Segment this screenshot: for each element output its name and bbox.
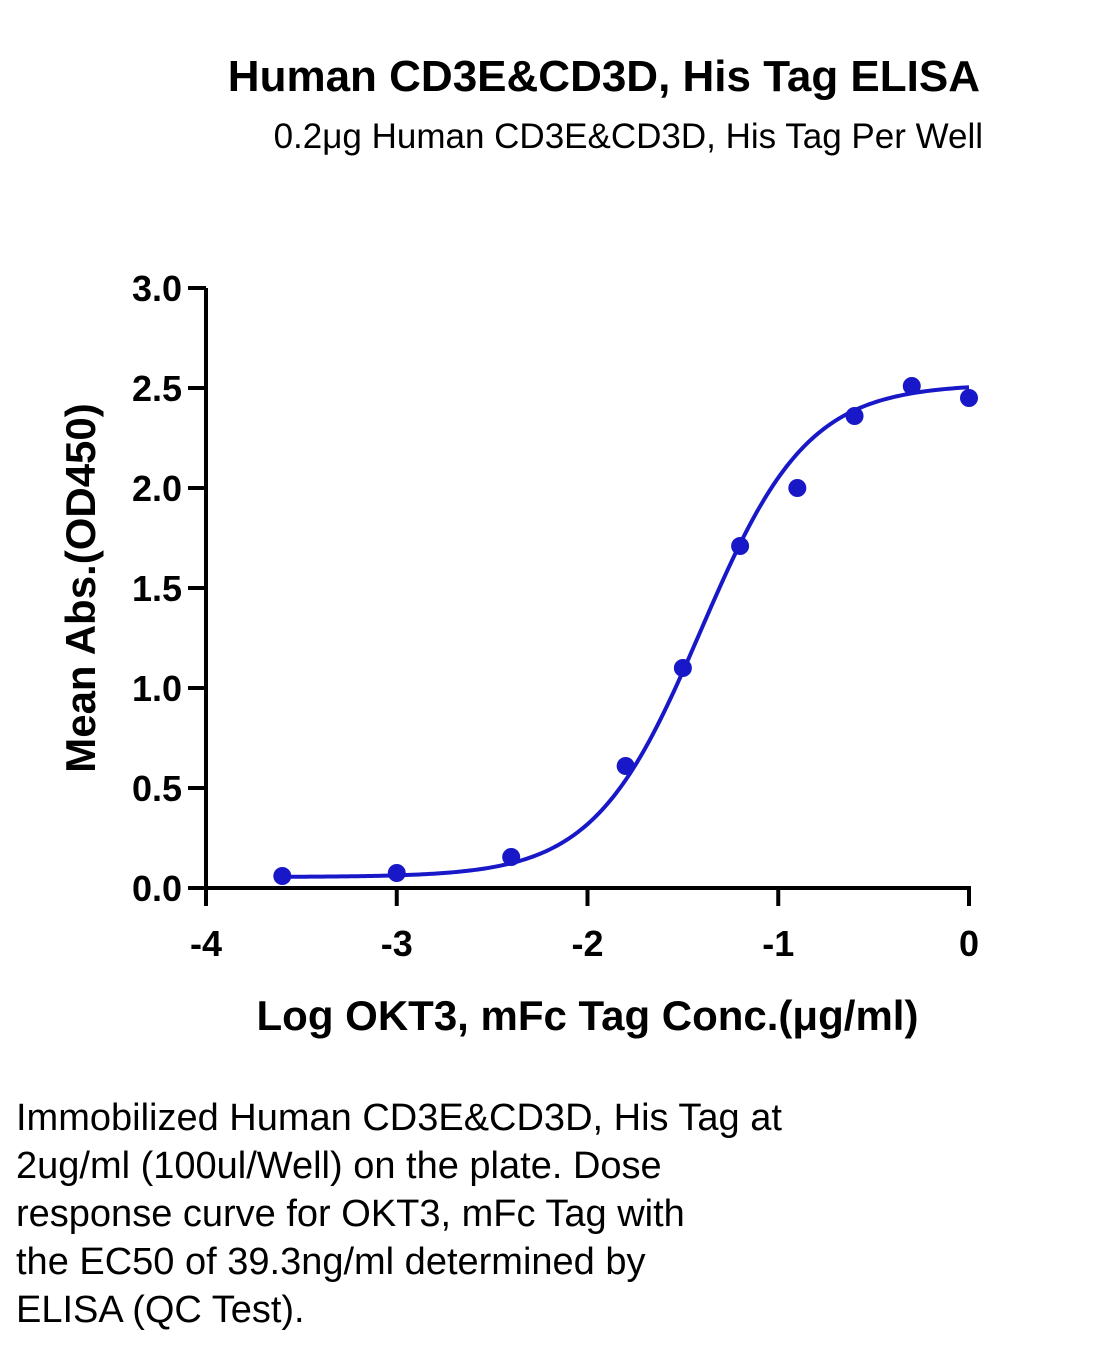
x-tick-label: -4: [190, 923, 222, 964]
x-tick-label: 0: [959, 923, 979, 964]
x-axis-label: Log OKT3, mFc Tag Conc.(μg/ml): [257, 992, 919, 1039]
caption-line: ELISA (QC Test).: [16, 1289, 305, 1331]
data-point: [902, 377, 921, 395]
data-point: [731, 537, 750, 555]
y-tick-label: 1.5: [132, 568, 182, 609]
data-point: [502, 848, 521, 866]
y-tick-label: 3.0: [132, 268, 182, 309]
y-tick-label: 2.0: [132, 468, 182, 509]
y-tick-label: 0.0: [132, 868, 182, 909]
data-point: [788, 479, 807, 497]
caption-line: Immobilized Human CD3E&CD3D, His Tag at: [16, 1097, 782, 1139]
y-axis-label: Mean Abs.(OD450): [57, 403, 104, 773]
data-point: [616, 757, 635, 775]
data-point: [845, 407, 864, 425]
x-tick-label: -1: [762, 923, 794, 964]
data-point: [273, 867, 292, 885]
elisa-chart: 0.0 0.5 1.0 1.5 2.0 2.5 3.0 -4 -3 -2 -1 0 Log OKT3, …: [57, 268, 979, 1039]
chart-subtitle: 0.2μg Human CD3E&CD3D, His Tag Per Well: [273, 117, 983, 156]
data-point: [387, 864, 406, 882]
y-tick-label: 0.5: [132, 768, 182, 809]
x-tick-label: -3: [381, 923, 413, 964]
caption-line: 2ug/ml (100ul/Well) on the plate. Dose: [16, 1145, 662, 1187]
data-point: [960, 389, 978, 407]
caption-line: the EC50 of 39.3ng/ml determined by: [16, 1241, 646, 1283]
chart-title: Human CD3E&CD3D, His Tag ELISA: [227, 52, 980, 101]
fit-curve: [282, 385, 970, 879]
figure-caption: Immobilized Human CD3E&CD3D, His Tag at …: [16, 1094, 1016, 1334]
x-tick-label: -2: [571, 923, 603, 964]
caption-line: response curve for OKT3, mFc Tag with: [16, 1193, 685, 1235]
data-point: [673, 659, 692, 677]
y-tick-label: 2.5: [132, 368, 182, 409]
y-tick-label: 1.0: [132, 668, 182, 709]
